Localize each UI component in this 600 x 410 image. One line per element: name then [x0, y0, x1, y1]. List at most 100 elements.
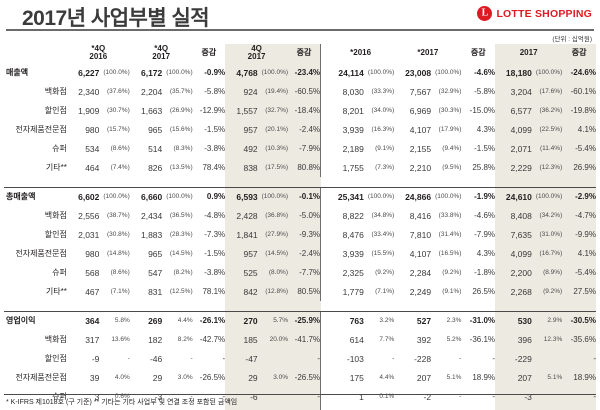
- row-divider: [320, 82, 328, 101]
- financial-table: *4Q 2016 *4Q 2017 증감 4Q 2017 증감 *2016 *2017 증감 2017…: [4, 44, 596, 410]
- table-row: 기타**142.9%10713.0%686.2%10912.9%693.6%76…: [4, 406, 596, 410]
- cell-q17-value: 2,434: [140, 210, 163, 221]
- col-header-line1: *2016: [350, 47, 372, 57]
- cell-y17new-pct: (17.6%): [531, 82, 563, 101]
- cell-qnew-change: -41.7%: [288, 330, 321, 349]
- cell-y16-value: 763: [327, 310, 364, 330]
- cell-y16-pct: 3.2%: [363, 310, 395, 330]
- cell-ynew-change: -9.9%: [562, 225, 596, 244]
- spacer-cell: [162, 177, 193, 187]
- cell-qnew-change: -5.0%: [288, 206, 321, 225]
- cell-y17new-pct: (31.0%): [531, 225, 563, 244]
- spacer-cell: [562, 301, 596, 311]
- row-label-2-3: 전자제품전문점: [15, 373, 67, 382]
- cell-q16-value: 1,909: [78, 105, 100, 116]
- cell-y16-pct: (15.5%): [371, 250, 395, 257]
- cell-y16-value: 24,114: [338, 67, 364, 78]
- cell-q17new-pct: 12.9%: [257, 406, 289, 410]
- cell-y16-value: 3,939: [342, 248, 364, 259]
- cell-q17-pct: (36.5%): [169, 212, 193, 219]
- cell-y17new-value: 24,610: [495, 186, 532, 206]
- spacer-cell: [129, 177, 163, 187]
- cell-q16-value: -9: [91, 353, 100, 364]
- cell-q17new-pct: 5.7%: [257, 310, 289, 330]
- row-divider: [320, 368, 328, 387]
- cell-q17new-pct: (17.5%): [257, 158, 289, 177]
- cell-q17new-pct: (10.3%): [257, 139, 289, 158]
- cell-y16-value: 1: [359, 391, 364, 402]
- cell-y17-value: 8,416: [409, 210, 432, 221]
- cell-y-change: 26.5%: [472, 287, 496, 296]
- cell-y17-value: 2,155: [409, 143, 432, 154]
- spacer-cell: [129, 301, 163, 311]
- cell-ynew-change: -30.5%: [562, 310, 596, 330]
- spacer-cell: [320, 301, 328, 311]
- cell-y17-pct: -: [459, 355, 462, 362]
- cell-q16-pct: (8.6%): [110, 145, 130, 152]
- cell-q17new-value: 2,428: [225, 206, 258, 225]
- cell-y-change: 4.3%: [476, 125, 496, 134]
- cell-y16-pct: 7.7%: [379, 336, 395, 343]
- cell-q16-value: 464: [85, 162, 100, 173]
- cell-q-change: -0.9%: [204, 68, 226, 77]
- cell-q16-value: 6,602: [66, 186, 100, 206]
- cell-q-change: 0.9%: [192, 186, 226, 206]
- cell-q17new-value: 270: [225, 310, 258, 330]
- cell-y17-pct: (16.5%): [438, 250, 462, 257]
- cell-qnew-change: -2.4%: [288, 244, 321, 263]
- col-header-line1: 증감: [470, 47, 486, 57]
- cell-y17new-pct: (22.5%): [531, 120, 563, 139]
- cell-y17-value: -2: [423, 391, 432, 402]
- cell-y17-pct: (33.8%): [438, 212, 462, 219]
- cell-q-change: -3.8%: [204, 144, 226, 153]
- table-row: 기타** 467 (7.1%) 831 (12.5%) 78.1% 842 (12.8%) 80…: [4, 282, 596, 301]
- cell-y-change: -1.8%: [474, 268, 496, 277]
- cell-y16-value: 8,201: [342, 105, 364, 116]
- spacer-cell: [461, 301, 496, 311]
- cell-y-change: -: [492, 354, 496, 363]
- cell-y17new-value: 396: [495, 330, 532, 349]
- cell-q17new-pct: (100.0%): [257, 63, 289, 82]
- col-header-line2: 2017: [152, 52, 171, 61]
- row-divider: [320, 120, 328, 139]
- cell-y16-pct: (34.0%): [371, 107, 395, 114]
- cell-q17-value: -3: [154, 391, 163, 402]
- cell-y-change: -1.5%: [474, 144, 496, 153]
- col-header-right-2: 증감: [461, 44, 495, 63]
- cell-q17-pct: (8.2%): [173, 269, 193, 276]
- cell-y16-pct: (100.0%): [367, 69, 395, 76]
- cell-y16-value: 8,030: [342, 86, 364, 97]
- cell-q17-pct: 8.2%: [177, 336, 193, 343]
- table-total-row: 매출액 6,227 (100.0%) 6,172 (100.0%) -0.9% 4,768(…: [4, 63, 596, 82]
- cell-y17-pct: (100.0%): [431, 186, 462, 206]
- cell-q17new-pct: (20.1%): [257, 120, 289, 139]
- cell-y17new-value: 2,229: [495, 158, 532, 177]
- cell-q16-pct: 0.6%: [114, 393, 130, 400]
- cell-q17-pct: (100.0%): [166, 69, 193, 76]
- cell-y16-value: 76: [327, 406, 364, 410]
- row-divider: [320, 225, 328, 244]
- cell-q17-value: -46: [149, 353, 163, 364]
- cell-q-change: -1.5%: [204, 249, 226, 258]
- cell-y16-pct: 4.4%: [379, 374, 395, 381]
- cell-y-change: -15.0%: [469, 106, 496, 115]
- spacer-cell: [4, 301, 67, 311]
- cell-q17new-value: 4,768: [225, 63, 258, 82]
- cell-q17new-pct: 3.0%: [257, 368, 289, 387]
- spacer-cell: [394, 177, 432, 187]
- cell-y17new-value: -3: [495, 387, 532, 406]
- cell-q16-value: 467: [85, 286, 100, 297]
- cell-q17-value: 29: [152, 372, 163, 383]
- table-row: 할인점 -9- -46- - -47- -103- -228- - -229-: [4, 349, 596, 368]
- lotte-logo-icon: L: [477, 6, 493, 21]
- cell-y17-pct: (32.9%): [438, 88, 462, 95]
- cell-q16-value: 39: [89, 372, 100, 383]
- spacer-cell: [431, 177, 462, 187]
- cell-q-change: 78.1%: [202, 287, 226, 296]
- cell-q17-value: 831: [148, 286, 163, 297]
- cell-y17-pct: 7.1%: [431, 406, 461, 410]
- cell-ynew-change: -60.1%: [562, 82, 596, 101]
- spacer-cell: [66, 301, 100, 311]
- cell-q17new-pct: (14.5%): [257, 244, 289, 263]
